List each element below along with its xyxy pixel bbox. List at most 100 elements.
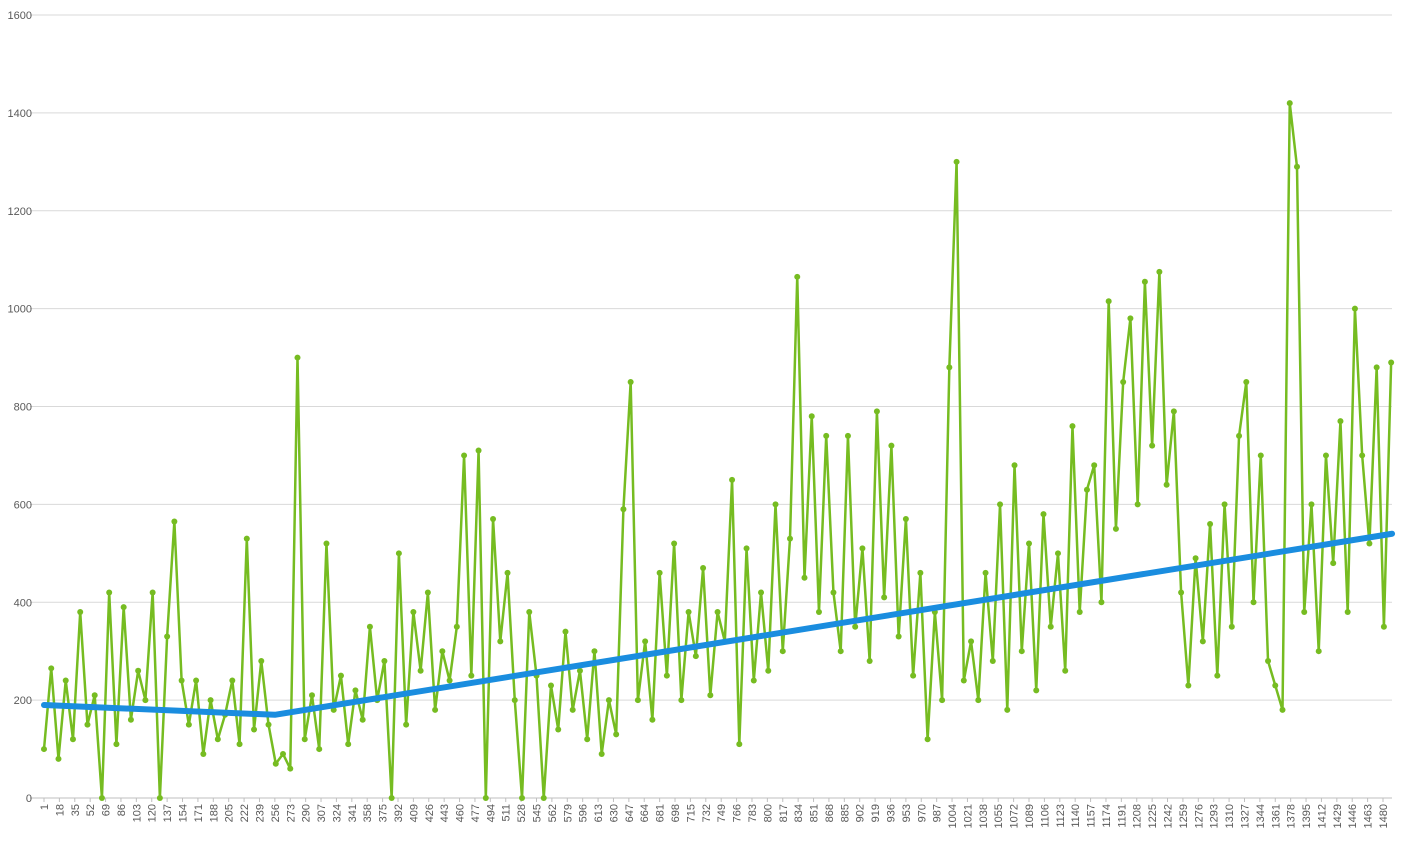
x-tick-label: 273	[285, 804, 297, 822]
point	[902, 516, 909, 523]
point	[982, 569, 989, 576]
point	[127, 716, 134, 723]
point	[497, 638, 504, 645]
point	[808, 413, 815, 420]
x-tick-label: 987	[932, 804, 944, 822]
x-tick-label: 1412	[1316, 804, 1328, 828]
point	[1112, 525, 1119, 532]
point	[1207, 520, 1214, 527]
x-tick-label: 545	[532, 804, 544, 822]
x-tick-label: 766	[732, 804, 744, 822]
point	[113, 741, 120, 748]
x-tick-label: 1480	[1378, 804, 1390, 828]
x-tick-label: 1446	[1347, 804, 1359, 828]
point	[1257, 452, 1264, 459]
x-tick-label: 392	[393, 804, 405, 822]
point	[685, 609, 692, 616]
x-tick-label: 1038	[978, 804, 990, 828]
y-tick-label: 1200	[8, 206, 32, 218]
x-tick-label: 494	[485, 804, 497, 822]
x-tick-label: 1106	[1039, 804, 1051, 828]
point	[743, 545, 750, 552]
point	[1351, 305, 1358, 312]
point	[1185, 682, 1192, 689]
point	[852, 623, 859, 630]
point	[844, 432, 851, 439]
point	[975, 697, 982, 704]
point	[164, 633, 171, 640]
x-tick-label: 358	[362, 804, 374, 822]
point	[1366, 540, 1373, 547]
point	[1141, 278, 1148, 285]
point	[214, 736, 221, 743]
point	[308, 692, 315, 699]
x-tick-label: 120	[147, 804, 159, 822]
point	[1105, 298, 1112, 305]
point	[1127, 315, 1134, 322]
point	[576, 667, 583, 674]
point	[772, 501, 779, 508]
point	[910, 672, 917, 679]
point	[714, 609, 721, 616]
point	[562, 628, 569, 635]
point	[1228, 623, 1235, 630]
x-tick-label: 1276	[1193, 804, 1205, 828]
x-tick-label: 885	[839, 804, 851, 822]
x-tick-label: 324	[331, 804, 343, 822]
x-tick-label: 1123	[1055, 804, 1067, 828]
x-tick-label: 222	[239, 804, 251, 822]
point	[236, 741, 243, 748]
point	[178, 677, 185, 684]
point	[193, 677, 200, 684]
x-tick-label: 630	[608, 804, 620, 822]
y-tick-label: 1000	[8, 304, 32, 316]
x-tick-label: 1089	[1024, 804, 1036, 828]
x-tick-label: 460	[455, 804, 467, 822]
x-tick-label: 902	[855, 804, 867, 822]
point	[381, 657, 388, 664]
x-tick-label: 69	[101, 804, 113, 816]
y-tick-label: 0	[26, 793, 32, 805]
point	[939, 697, 946, 704]
x-tick-label: 1191	[1116, 804, 1128, 828]
point	[1214, 672, 1221, 679]
point	[620, 506, 627, 513]
x-tick-label: 851	[809, 804, 821, 822]
point	[917, 569, 924, 576]
x-tick-label: 154	[178, 804, 190, 822]
point	[1149, 442, 1156, 449]
point	[1265, 657, 1272, 664]
point	[989, 657, 996, 664]
x-tick-label: 613	[593, 804, 605, 822]
x-tick-label: 596	[578, 804, 590, 822]
point	[287, 765, 294, 772]
point	[1011, 462, 1018, 469]
point	[504, 569, 511, 576]
x-tick-label: 1293	[1209, 804, 1221, 828]
x-tick-label: 443	[439, 804, 451, 822]
point	[692, 653, 699, 660]
point	[1091, 462, 1098, 469]
x-tick-label: 307	[316, 804, 328, 822]
x-tick-label: 1378	[1286, 804, 1298, 828]
x-tick-label: 1157	[1086, 804, 1098, 828]
x-tick-label: 562	[547, 804, 559, 822]
point	[200, 750, 207, 757]
point	[265, 721, 272, 728]
point	[968, 638, 975, 645]
point	[77, 609, 84, 616]
point	[48, 665, 55, 672]
point	[1236, 432, 1243, 439]
point	[432, 706, 439, 713]
point	[750, 677, 757, 684]
point	[801, 574, 808, 581]
point	[1272, 682, 1279, 689]
point	[294, 354, 301, 361]
point	[859, 545, 866, 552]
point	[830, 589, 837, 596]
x-tick-label: 1344	[1255, 804, 1267, 828]
x-tick-label: 800	[762, 804, 774, 822]
point	[1004, 706, 1011, 713]
point	[1192, 555, 1199, 562]
point	[946, 364, 953, 371]
